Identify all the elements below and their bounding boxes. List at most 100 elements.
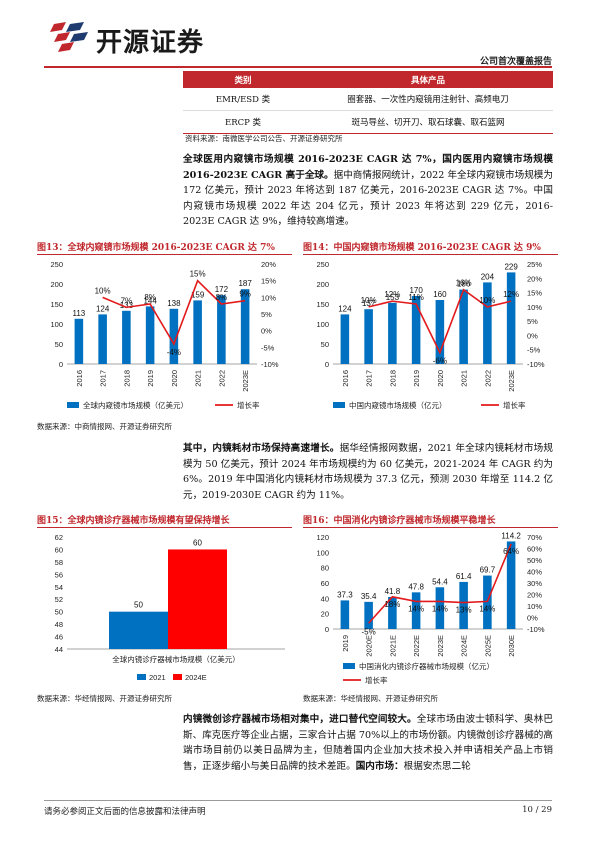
bar-data-label: 153	[386, 293, 400, 302]
table-cell: 斑马导丝、切开刀、取石球囊、取石篮网	[303, 110, 553, 134]
figure-13-14-source: 数据来源：中商情报网、开源证券研究所	[37, 422, 172, 431]
bar	[193, 300, 202, 364]
paragraph-body: 据中商情报网统计，2022 年全球内窥镜市场规模为 172 亿美元，预计 202…	[183, 169, 553, 228]
bar-data-label: 170	[409, 286, 423, 295]
bar	[340, 600, 350, 629]
line-data-label: 14%	[432, 604, 448, 613]
bar-data-label: 50	[134, 601, 143, 610]
figure-15-rule	[37, 527, 292, 528]
y2-tick-label: 0%	[527, 614, 538, 623]
paragraph-body: 根据安杰思二轮	[403, 760, 471, 772]
x-tick-label: 2021	[194, 370, 203, 387]
line-data-label: -4%	[167, 348, 181, 357]
bar	[109, 611, 168, 649]
bar	[435, 300, 445, 364]
bar	[411, 592, 421, 629]
legend-bar-swatch	[343, 663, 355, 669]
bar-data-label: 124	[96, 304, 110, 313]
bar-data-label: 229	[504, 262, 518, 271]
line-data-label: -6%	[433, 357, 447, 366]
brand-name: 开源证券	[96, 28, 205, 58]
table-cell: ERCP 类	[183, 110, 303, 134]
y2-tick-label: 20%	[527, 274, 542, 283]
y2-tick-label: 50%	[527, 556, 542, 565]
y2-tick-label: 25%	[527, 260, 542, 269]
bar-data-label: 204	[481, 272, 495, 281]
line-data-label: 15%	[190, 270, 206, 279]
y-tick-label: 56	[55, 570, 63, 579]
figure-16-title: 图16：中国消化内镜诊疗器械市场规模平稳增长	[303, 516, 496, 526]
line-data-label: 11%	[408, 293, 423, 302]
line-data-label: 10%	[95, 286, 111, 295]
x-tick-label: 2022	[217, 370, 226, 387]
y2-tick-label: 15%	[261, 277, 276, 286]
x-tick-label: 2018	[122, 370, 131, 387]
x-tick-label: 2016	[75, 370, 84, 387]
y2-tick-label: 0%	[261, 327, 272, 336]
bar-data-label: 187	[238, 279, 252, 288]
page-number: 10 / 29	[522, 805, 552, 815]
y-tick-label: 50	[321, 340, 329, 349]
y2-tick-label: -10%	[261, 360, 279, 369]
y-tick-label: 50	[55, 608, 63, 617]
line-data-label: 12%	[503, 290, 519, 299]
y-tick-label: 150	[50, 300, 63, 309]
bar	[98, 314, 107, 364]
bar-data-label: 124	[338, 304, 352, 313]
y-tick-label: 0	[59, 360, 63, 369]
table-header-products: 具体产品	[303, 71, 553, 88]
growth-rate-line	[368, 288, 512, 355]
bar-data-label: 172	[215, 285, 229, 294]
bar-data-label: 60	[193, 538, 202, 547]
x-tick-label: 2023E	[436, 635, 445, 657]
y-tick-label: 0	[325, 360, 329, 369]
legend-label-2024e: 2024E	[185, 673, 207, 682]
y2-tick-label: 30%	[527, 579, 542, 588]
legend-bar-swatch	[333, 402, 345, 408]
growth-rate-line	[102, 279, 246, 346]
y2-tick-label: 10%	[527, 303, 542, 312]
legend-line-label: 增长率	[503, 400, 526, 410]
bar-data-label: 160	[433, 290, 447, 299]
y-tick-label: 150	[316, 300, 329, 309]
bar-data-label: 133	[120, 301, 134, 310]
bar	[483, 575, 492, 629]
bar	[240, 289, 250, 364]
x-tick-label: 2020	[170, 370, 179, 387]
bar-data-label: 61.4	[456, 572, 472, 581]
bar-data-label: 54.4	[432, 577, 448, 586]
paragraph-lead: 内镜微创诊疗器械市场相对集中，进口替代空间较大。	[183, 714, 417, 725]
table-cell: 圈套器、一次性内窥镜用注射针、高频电刀	[303, 88, 553, 111]
bar	[122, 310, 131, 364]
legend-line-label: 增长率	[237, 400, 260, 410]
bar-data-label: 186	[457, 280, 471, 289]
y-tick-label: 46	[55, 633, 63, 642]
legend-label-2021: 2021	[149, 673, 166, 682]
bar	[340, 314, 350, 364]
figure-14-title: 图14：中国内窥镜市场规模 2016-2023E CAGR 达 9%	[303, 243, 541, 253]
y-tick-label: 200	[50, 280, 63, 289]
line-data-label: 9%	[239, 290, 251, 299]
bar-data-label: 113	[72, 309, 85, 318]
table-cell: EMR/ESD 类	[183, 88, 303, 111]
bar-data-label: 47.8	[408, 582, 424, 591]
bar-data-label: 35.4	[361, 592, 377, 601]
x-tick-label: 2024E	[460, 635, 469, 657]
chart-china-endoscope-market: 0 50 100 150 200 250 -10% -5% 0% 5% 10% 15% 20% 25% 12…	[316, 260, 544, 410]
y-tick-label: 20	[321, 610, 329, 619]
figure-16-rule	[303, 527, 558, 528]
line-data-label: 14%	[479, 604, 495, 613]
bar-data-label: 144	[143, 296, 157, 305]
bar	[364, 601, 373, 629]
y-tick-label: 0	[325, 625, 329, 634]
bar	[388, 596, 397, 629]
table-header-category: 类别	[183, 71, 303, 88]
x-tick-label: 2019	[412, 370, 421, 387]
footer-disclaimer: 请务必参阅正文后面的信息披露和法律声明	[44, 807, 206, 817]
y-tick-label: 62	[55, 533, 63, 542]
x-tick-label: 2017	[365, 370, 374, 387]
line-data-label: 18%	[384, 600, 400, 609]
legend-swatch-2024e	[173, 674, 182, 680]
bar	[506, 541, 516, 629]
paragraph-subhead: 国内市场：	[355, 760, 404, 772]
